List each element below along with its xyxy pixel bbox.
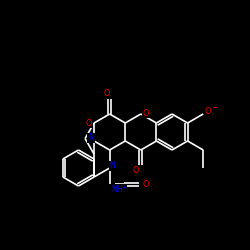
Text: NH: NH — [112, 185, 124, 194]
Text: −: − — [211, 104, 217, 112]
Text: O: O — [133, 166, 139, 175]
Text: N: N — [110, 162, 116, 170]
Text: O: O — [142, 180, 148, 189]
Text: +: + — [122, 185, 127, 190]
Text: O: O — [143, 108, 149, 118]
Text: O: O — [104, 89, 110, 98]
Text: O: O — [205, 108, 211, 116]
Text: N: N — [88, 134, 94, 142]
Text: O: O — [86, 118, 92, 128]
